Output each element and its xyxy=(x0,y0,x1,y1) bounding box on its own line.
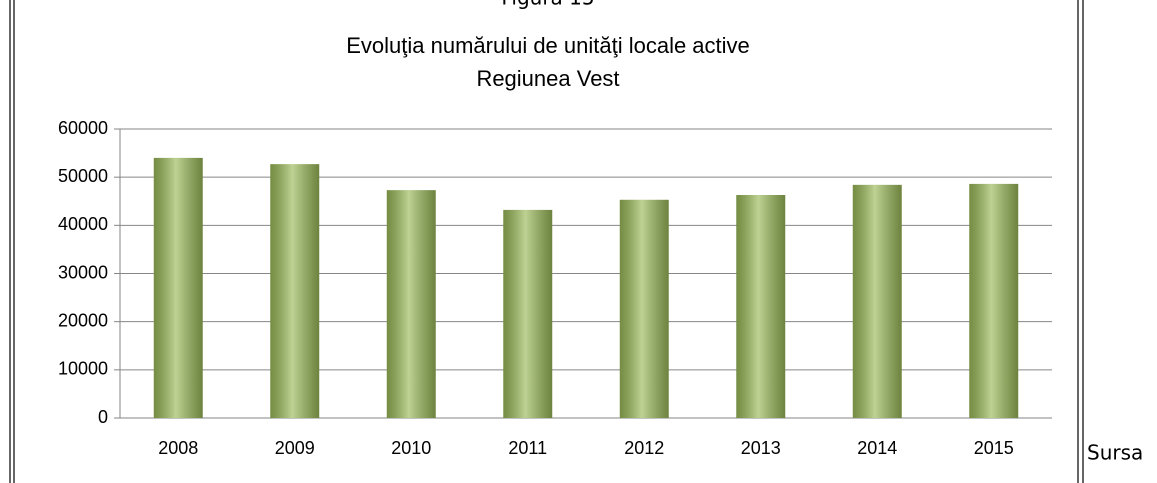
frame xyxy=(9,0,1084,483)
y-tick-label: 30000 xyxy=(58,262,108,282)
x-tick-label: 2009 xyxy=(275,438,315,458)
y-tick-label: 0 xyxy=(98,407,108,427)
bar-shine xyxy=(619,199,669,418)
figure-caption: Figura 15 xyxy=(501,0,594,10)
bar-shine xyxy=(153,157,203,418)
bar-shine xyxy=(386,190,436,418)
source-label: Sursa xyxy=(1087,441,1143,465)
bar-shine xyxy=(852,184,902,418)
bar-shine xyxy=(969,183,1019,418)
chart-subtitle: Regiunea Vest xyxy=(476,66,619,91)
x-tick-label: 2015 xyxy=(974,438,1014,458)
bar-shine xyxy=(736,194,786,418)
y-tick-label: 50000 xyxy=(58,166,108,186)
y-tick-label: 60000 xyxy=(58,118,108,138)
chart-title: Evoluţia numărului de unităţi locale act… xyxy=(346,33,750,58)
y-tick-label: 10000 xyxy=(58,359,108,379)
x-tick-label: 2008 xyxy=(158,438,198,458)
bar-shine xyxy=(503,209,553,418)
x-tick-label: 2014 xyxy=(857,438,897,458)
x-tick-label: 2012 xyxy=(624,438,664,458)
x-tick-label: 2010 xyxy=(391,438,431,458)
x-tick-label: 2011 xyxy=(508,438,547,458)
y-tick-label: 40000 xyxy=(58,214,108,234)
bar-shine xyxy=(270,164,320,418)
y-tick-label: 20000 xyxy=(58,310,108,330)
x-tick-label: 2013 xyxy=(741,438,781,458)
